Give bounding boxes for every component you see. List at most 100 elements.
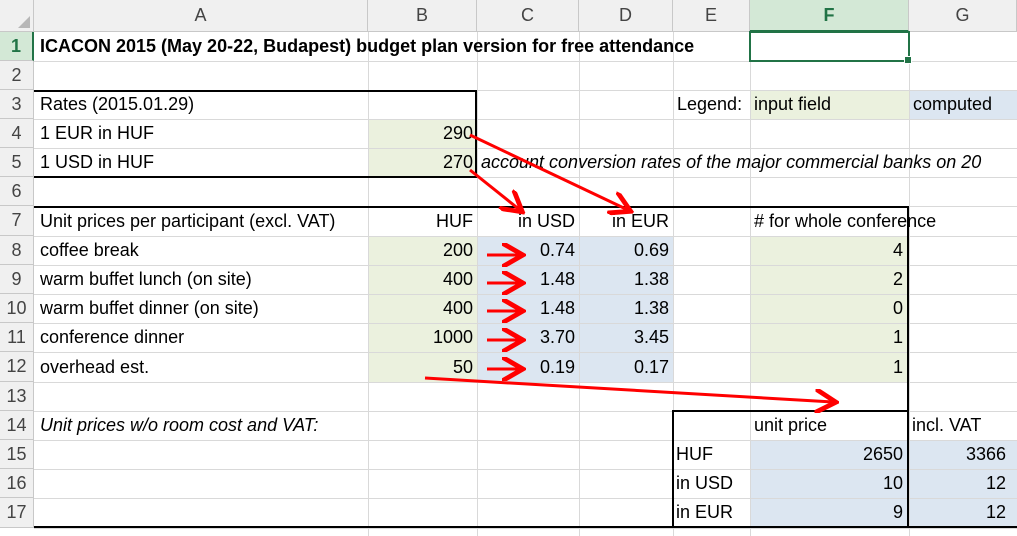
cell-b7[interactable]: HUF [436, 211, 473, 231]
cell-f15[interactable]: 2650 [862, 444, 903, 464]
cell-a1[interactable]: ICACON 2015 (May 20-22, Budapest) budget… [40, 36, 695, 56]
row-header-1[interactable]: 1 [0, 32, 34, 61]
row-header-10[interactable]: 10 [0, 294, 34, 323]
cell-b10[interactable]: 400 [442, 298, 473, 318]
cell-a11[interactable]: conference dinner [40, 327, 185, 347]
cell-f17[interactable]: 9 [892, 502, 903, 522]
cell-b12[interactable]: 50 [452, 357, 473, 377]
cell-a5[interactable]: 1 USD in HUF [40, 152, 155, 172]
cell-g3[interactable]: computed [913, 94, 993, 114]
row-header-7[interactable]: 7 [0, 206, 34, 236]
cell-e17[interactable]: in EUR [676, 502, 734, 522]
cell-c7[interactable]: in USD [517, 211, 575, 231]
totals-border-top [673, 410, 909, 412]
cell-a3[interactable]: Rates (2015.01.29) [40, 94, 195, 114]
row-header-2[interactable]: 2 [0, 61, 34, 90]
cell-c11[interactable]: 3.70 [539, 327, 575, 347]
cell-a7[interactable]: Unit prices per participant (excl. VAT) [40, 211, 336, 231]
cell-f12[interactable]: 1 [892, 357, 903, 377]
cell-g14[interactable]: incl. VAT [912, 415, 982, 435]
cell-d7[interactable]: in EUR [611, 211, 669, 231]
gridline-horizontal [34, 236, 1017, 237]
cell-d8[interactable]: 0.69 [633, 240, 669, 260]
cell-g17[interactable]: 12 [985, 502, 1006, 522]
cell-f7[interactable]: # for whole conference [754, 211, 937, 231]
gridline-horizontal [34, 469, 1017, 470]
column-header-c[interactable]: C [477, 0, 579, 32]
legend-computed-swatch [909, 90, 1017, 119]
column-header-e[interactable]: E [673, 0, 750, 32]
arrow-to-unit-price [424, 376, 833, 402]
cell-g16[interactable]: 12 [985, 473, 1006, 493]
select-all-corner[interactable] [0, 0, 34, 32]
gridline-horizontal [34, 323, 1017, 324]
cell-f10[interactable]: 0 [892, 298, 903, 318]
active-cell-selection[interactable] [749, 31, 912, 64]
column-header-g[interactable]: G [909, 0, 1017, 32]
cell-d9[interactable]: 1.38 [633, 269, 669, 289]
cell-d11[interactable]: 3.45 [633, 327, 669, 347]
cell-d12[interactable]: 0.17 [633, 357, 669, 377]
cell-d10[interactable]: 1.38 [633, 298, 669, 318]
cell-f16[interactable]: 10 [882, 473, 903, 493]
cell-b8[interactable]: 200 [442, 240, 473, 260]
gridline-vertical [750, 32, 751, 536]
row-header-14[interactable]: 14 [0, 411, 34, 440]
cell-f11[interactable]: 1 [892, 327, 903, 347]
gridline-horizontal [34, 90, 1017, 91]
row-header-9[interactable]: 9 [0, 265, 34, 294]
row-header-8[interactable]: 8 [0, 236, 34, 265]
row-header-13[interactable]: 13 [0, 382, 34, 411]
cell-e15[interactable]: HUF [676, 444, 713, 464]
cell-f3[interactable]: input field [754, 94, 832, 114]
cell-a12[interactable]: overhead est. [40, 357, 150, 377]
cell-a14[interactable]: Unit prices w/o room cost and VAT: [40, 415, 319, 435]
gridline-horizontal [34, 411, 1017, 412]
cell-b5[interactable]: 270 [442, 152, 473, 172]
gridline-horizontal [34, 440, 1017, 441]
cell-e3[interactable]: Legend: [677, 94, 743, 114]
cell-b9[interactable]: 400 [442, 269, 473, 289]
cell-g15[interactable]: 3366 [965, 444, 1006, 464]
gridline-vertical [477, 32, 478, 536]
cell-b11[interactable]: 1000 [432, 327, 473, 347]
cell-a4[interactable]: 1 EUR in HUF [40, 123, 155, 143]
gridline-vertical [673, 32, 674, 536]
row-header-17[interactable]: 17 [0, 498, 34, 528]
row-header-12[interactable]: 12 [0, 352, 34, 382]
cell-c5[interactable]: account conversion rates of the major co… [481, 152, 982, 172]
row-header-6[interactable]: 6 [0, 177, 34, 206]
row-header-5[interactable]: 5 [0, 148, 34, 177]
row-header-16[interactable]: 16 [0, 469, 34, 498]
row-header-11[interactable]: 11 [0, 323, 34, 352]
cell-c9[interactable]: 1.48 [539, 269, 575, 289]
totals-border-mid [907, 410, 909, 528]
counts-input-fill [750, 236, 909, 382]
cell-f14[interactable]: unit price [754, 415, 828, 435]
cell-a8[interactable]: coffee break [40, 240, 139, 260]
cell-f9[interactable]: 2 [892, 269, 903, 289]
cell-c12[interactable]: 0.19 [539, 357, 575, 377]
gridline-horizontal [34, 177, 1017, 178]
row-header-4[interactable]: 4 [0, 119, 34, 148]
arrow-eur-rate [469, 133, 628, 210]
column-header-d[interactable]: D [579, 0, 673, 32]
totals-computed-fill [750, 440, 1017, 528]
cell-c8[interactable]: 0.74 [539, 240, 575, 260]
cell-a10[interactable]: warm buffet dinner (on site) [40, 298, 259, 318]
row-header-3[interactable]: 3 [0, 90, 34, 119]
cell-b4[interactable]: 290 [442, 123, 473, 143]
column-header-b[interactable]: B [368, 0, 477, 32]
column-header-a[interactable]: A [34, 0, 368, 32]
cell-f8[interactable]: 4 [892, 240, 903, 260]
gridline-vertical [368, 32, 369, 536]
arrow-usd-rate [469, 168, 520, 210]
row-header-15[interactable]: 15 [0, 440, 34, 469]
cell-e16[interactable]: in USD [676, 473, 734, 493]
cell-c10[interactable]: 1.48 [539, 298, 575, 318]
cell-a9[interactable]: warm buffet lunch (on site) [40, 269, 252, 289]
gridline-horizontal [34, 352, 1017, 353]
rates-border-bottom [34, 176, 477, 178]
